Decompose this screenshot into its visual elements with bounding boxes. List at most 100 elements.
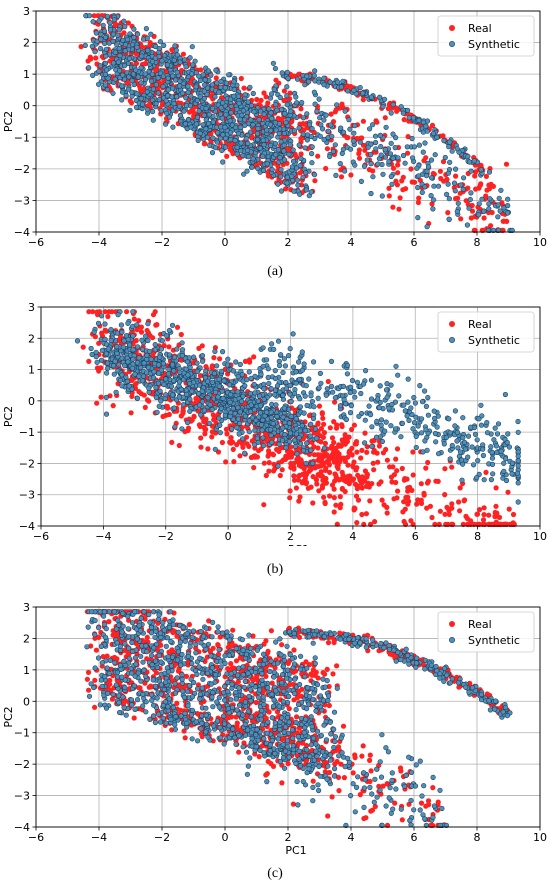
point-synthetic [488, 444, 494, 450]
point-real [373, 118, 379, 124]
point-synthetic [256, 414, 262, 420]
point-synthetic [344, 362, 351, 368]
point-synthetic [281, 405, 287, 411]
point-synthetic [173, 47, 179, 53]
point-synthetic [244, 376, 250, 383]
point-synthetic [227, 382, 233, 388]
point-real [457, 190, 463, 196]
point-synthetic [312, 426, 319, 432]
point-synthetic [169, 94, 175, 100]
point-synthetic [338, 84, 345, 90]
point-synthetic [460, 435, 466, 441]
point-synthetic [515, 458, 521, 464]
point-synthetic [149, 71, 155, 77]
point-synthetic [93, 30, 99, 36]
point-synthetic [297, 396, 303, 402]
point-real [86, 358, 92, 364]
point-real [370, 460, 376, 466]
point-synthetic [216, 89, 222, 95]
point-synthetic [474, 475, 480, 481]
point-synthetic [134, 360, 141, 366]
point-synthetic [431, 197, 437, 203]
series-synthetic [74, 309, 521, 505]
x-tick-label: 2 [285, 236, 292, 249]
point-synthetic [330, 148, 336, 155]
point-synthetic [453, 166, 459, 172]
caption-a: (a) [267, 264, 283, 279]
point-synthetic [425, 164, 432, 170]
x-tick-label: 0 [222, 236, 229, 249]
point-synthetic [159, 58, 165, 64]
point-synthetic [312, 172, 318, 178]
point-synthetic [220, 348, 226, 355]
point-real [363, 483, 370, 489]
point-synthetic [481, 208, 487, 214]
point-synthetic [433, 439, 439, 445]
point-real [334, 463, 340, 470]
point-synthetic [435, 413, 441, 419]
point-synthetic [286, 352, 292, 359]
point-synthetic [199, 388, 205, 394]
point-real [486, 512, 492, 518]
point-synthetic [104, 360, 111, 366]
point-synthetic [411, 144, 418, 150]
point-real [298, 151, 304, 157]
point-synthetic [241, 171, 247, 177]
point-synthetic [139, 53, 145, 59]
point-real [283, 186, 289, 192]
point-synthetic [158, 398, 164, 404]
point-real [154, 322, 160, 328]
point-real [251, 354, 257, 360]
point-synthetic [409, 135, 415, 142]
point-synthetic [486, 201, 492, 207]
point-synthetic [134, 44, 140, 50]
point-synthetic [312, 68, 318, 74]
point-synthetic [108, 337, 114, 344]
point-real [271, 461, 277, 467]
point-synthetic [220, 159, 226, 165]
point-synthetic [345, 88, 351, 94]
point-synthetic [201, 407, 207, 413]
point-synthetic [390, 155, 396, 161]
point-synthetic [340, 383, 347, 389]
point-real [99, 330, 105, 336]
point-real [401, 117, 407, 123]
point-synthetic [133, 67, 139, 73]
point-real [369, 481, 375, 487]
point-real [410, 472, 416, 478]
point-synthetic [134, 395, 141, 401]
point-real [367, 498, 373, 504]
point-real [348, 83, 354, 90]
point-synthetic [278, 106, 285, 113]
scatter-plot-b: −6−4−202468103210−1−2−3−4PC1PC2RealSynth… [2, 301, 547, 546]
point-synthetic [505, 431, 511, 437]
point-synthetic [160, 83, 166, 90]
point-synthetic [156, 403, 162, 409]
point-real [329, 482, 336, 488]
point-real [440, 159, 447, 165]
point-synthetic [461, 439, 468, 445]
point-real [212, 345, 218, 351]
point-synthetic [261, 111, 267, 117]
point-real [376, 481, 382, 487]
point-synthetic [219, 368, 225, 374]
point-synthetic [251, 109, 257, 115]
point-synthetic [279, 437, 286, 443]
point-synthetic [154, 409, 160, 415]
point-synthetic [405, 399, 411, 405]
point-synthetic [122, 24, 128, 30]
point-synthetic [292, 437, 298, 443]
point-synthetic [465, 153, 471, 159]
point-synthetic [479, 413, 485, 419]
point-real [332, 109, 338, 115]
point-synthetic [196, 108, 202, 114]
point-real [271, 468, 277, 474]
point-synthetic [148, 31, 154, 37]
point-synthetic [179, 426, 185, 432]
point-synthetic [392, 399, 399, 405]
point-synthetic [277, 362, 283, 369]
point-synthetic [281, 157, 288, 163]
point-synthetic [213, 389, 219, 395]
point-synthetic [369, 443, 375, 449]
point-synthetic [74, 338, 81, 344]
